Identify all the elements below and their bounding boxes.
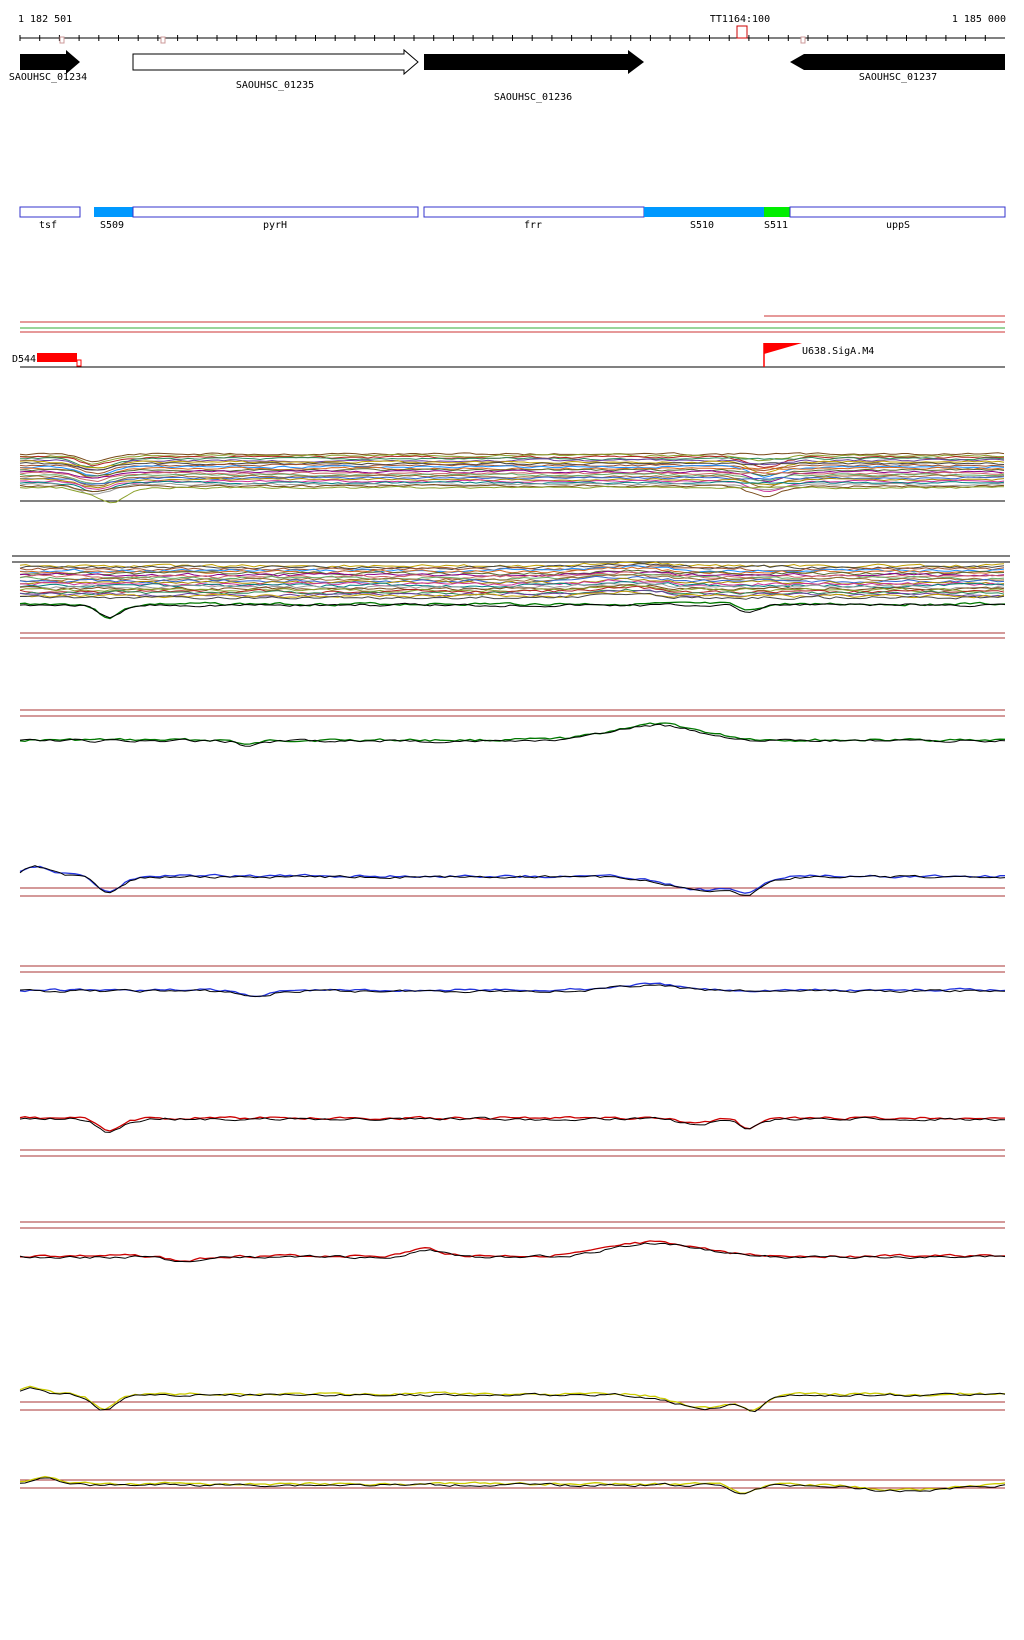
track-series-black xyxy=(19,1242,1006,1263)
track-series-colored xyxy=(19,1475,1006,1494)
dense-series-line xyxy=(19,582,1005,590)
dense-series-line xyxy=(19,461,1005,471)
green-track-a xyxy=(19,601,1006,639)
dense-track-1 xyxy=(19,452,1005,504)
dense-series-line xyxy=(19,483,1005,498)
segment-s509[interactable]: S509 xyxy=(94,207,133,231)
track-series-black xyxy=(19,1116,1006,1133)
dense-series-line xyxy=(19,463,1005,475)
dense-series-line xyxy=(19,574,1005,583)
track-series-black xyxy=(19,1387,1006,1413)
dense-series-line xyxy=(19,452,1005,463)
coordinate-ruler: 1 182 501 1 185 000 TT1164:100 xyxy=(18,14,1006,44)
segment-tsf[interactable]: tsf xyxy=(19,206,81,231)
segment-label: S511 xyxy=(764,220,788,231)
track-series-colored xyxy=(19,722,1006,745)
segment-s510[interactable]: S510 xyxy=(644,207,764,231)
ruler-marker-small xyxy=(160,36,166,44)
track-series-black xyxy=(19,602,1006,619)
track-series-black xyxy=(19,1477,1006,1495)
red-track-a xyxy=(19,1115,1006,1157)
segment-label: frr xyxy=(524,220,542,231)
track-series-colored xyxy=(19,865,1005,894)
feature-d544[interactable]: D544 xyxy=(12,353,82,367)
dense-series-line xyxy=(19,584,1005,592)
dense-series-line xyxy=(19,575,1005,584)
gene-label: SAOUHSC_01237 xyxy=(859,72,937,83)
dense-series-line xyxy=(19,474,1005,488)
dense-series-line xyxy=(19,458,1005,471)
dense-series-line xyxy=(20,592,1005,600)
ruler-marker-small xyxy=(800,36,806,44)
annotation-track: tsf S509 pyrH frr S510 S511 uppS xyxy=(19,206,1006,231)
dense-series-line xyxy=(19,468,1005,477)
blue-track-b xyxy=(19,965,1006,998)
ruler-start-label: 1 182 501 xyxy=(18,14,72,25)
dense-series-line xyxy=(19,477,1005,489)
red-track-b xyxy=(19,1221,1006,1263)
yellow-track-a xyxy=(19,1385,1006,1413)
dense-series-line xyxy=(19,466,1005,479)
gene-saouhsc-01236[interactable]: SAOUHSC_01236 xyxy=(424,50,644,103)
dense-series-line xyxy=(19,590,1005,599)
dense-series-line xyxy=(19,469,1005,483)
track-series-colored xyxy=(19,1385,1006,1412)
segment-s511[interactable]: S511 xyxy=(764,207,790,231)
gene-track: SAOUHSC_01234 SAOUHSC_01235 SAOUHSC_0123… xyxy=(9,48,1005,103)
dense-series-line xyxy=(19,456,1005,469)
dense-series-line xyxy=(19,565,1005,574)
segment-label: S509 xyxy=(100,220,124,231)
track-series-black xyxy=(19,984,1006,998)
coverage-lines xyxy=(20,315,1005,333)
segment-frr[interactable]: frr xyxy=(423,206,645,231)
dense-series-line xyxy=(19,569,1005,576)
dense-track-2 xyxy=(12,555,1010,600)
segment-pyrh[interactable]: pyrH xyxy=(132,206,419,231)
segment-label: tsf xyxy=(39,220,57,231)
terminator-label: TT1164:100 xyxy=(710,14,770,25)
gene-saouhsc-01235[interactable]: SAOUHSC_01235 xyxy=(132,48,419,91)
dense-series-line xyxy=(19,577,1005,586)
dense-series-line xyxy=(19,561,1005,569)
dense-series-line xyxy=(19,579,1004,587)
feature-track: D544 U638.SigA.M4 xyxy=(12,343,1005,368)
dense-series-line xyxy=(19,571,1005,580)
gene-label: SAOUHSC_01234 xyxy=(9,72,87,83)
gene-label: SAOUHSC_01235 xyxy=(236,80,314,91)
green-track-b xyxy=(19,709,1006,747)
segment-upps[interactable]: uppS xyxy=(789,206,1006,231)
track-series-colored xyxy=(19,982,1006,998)
dense-series-line xyxy=(19,482,1005,495)
expression-tracks xyxy=(12,452,1010,1495)
feature-label: D544 xyxy=(12,354,36,365)
dense-series-line xyxy=(19,584,1005,593)
ruler-end-label: 1 185 000 xyxy=(952,14,1006,25)
gene-saouhsc-01237[interactable]: SAOUHSC_01237 xyxy=(790,54,1005,83)
dense-series-line xyxy=(19,480,1005,493)
yellow-track-b xyxy=(19,1475,1006,1495)
segment-label: uppS xyxy=(886,220,910,231)
terminator-marker[interactable] xyxy=(736,25,748,39)
dense-series-line xyxy=(20,476,1005,485)
track-series-black xyxy=(19,865,1006,896)
dense-series-line xyxy=(19,472,1005,485)
ruler-marker-small xyxy=(59,36,65,44)
track-series-black xyxy=(19,723,1006,747)
feature-label: U638.SigA.M4 xyxy=(802,346,874,357)
dense-series-line xyxy=(19,485,1004,504)
dense-series-line xyxy=(19,460,1005,474)
blue-track-a xyxy=(19,865,1006,897)
feature-u638[interactable]: U638.SigA.M4 xyxy=(763,343,874,367)
dense-series-line xyxy=(19,464,1005,478)
segment-label: pyrH xyxy=(263,220,287,231)
gene-saouhsc-01234[interactable]: SAOUHSC_01234 xyxy=(9,50,87,83)
segment-label: S510 xyxy=(690,220,714,231)
gene-label: SAOUHSC_01236 xyxy=(494,92,572,103)
